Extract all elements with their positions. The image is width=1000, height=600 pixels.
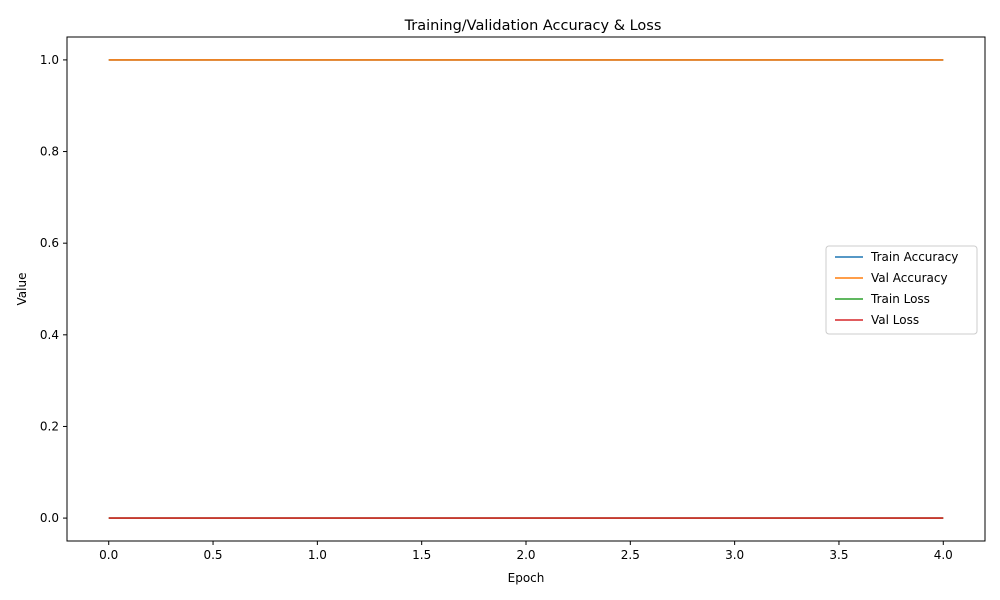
y-axis-label: Value [15, 273, 29, 306]
y-tick-label: 0.4 [40, 328, 59, 342]
x-tick-label: 4.0 [934, 548, 953, 562]
y-tick-label: 1.0 [40, 53, 59, 67]
legend: Train Accuracy Val Accuracy Train Loss Val … [825, 245, 978, 335]
y-tick-label: 0.0 [40, 511, 59, 525]
y-tick-label: 0.2 [40, 419, 59, 433]
x-tick-label: 3.0 [725, 548, 744, 562]
y-tick-label: 0.8 [40, 145, 59, 159]
series-lines [108, 59, 944, 519]
plot-area: 0.0 0.5 1.0 1.5 2.0 2.5 3.0 3.5 4.0 0.0 0.2 0.4 0.6… [40, 36, 986, 562]
x-axis-ticks: 0.0 0.5 1.0 1.5 2.0 2.5 3.0 3.5 4.0 [99, 541, 953, 562]
x-tick-label: 2.0 [516, 548, 535, 562]
chart-title: Training/Validation Accuracy & Loss [404, 18, 662, 34]
legend-frame [825, 245, 978, 335]
x-tick-label: 0.0 [99, 548, 118, 562]
x-axis-label: Epoch [508, 571, 545, 585]
legend-label: Train Loss [870, 292, 930, 306]
x-tick-label: 1.0 [308, 548, 327, 562]
x-tick-label: 3.5 [829, 548, 848, 562]
x-tick-label: 0.5 [203, 548, 222, 562]
x-tick-label: 2.5 [621, 548, 640, 562]
y-axis-ticks: 0.0 0.2 0.4 0.6 0.8 1.0 [40, 53, 67, 525]
y-tick-label: 0.6 [40, 236, 59, 250]
legend-label: Train Accuracy [870, 250, 958, 264]
x-tick-label: 1.5 [412, 548, 431, 562]
legend-label: Val Loss [871, 313, 919, 327]
legend-label: Val Accuracy [871, 271, 948, 285]
